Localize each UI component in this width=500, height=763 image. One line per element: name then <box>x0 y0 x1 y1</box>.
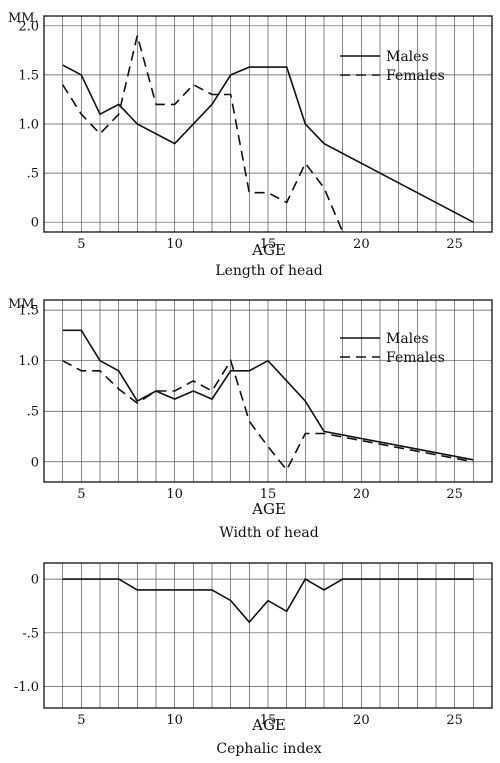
legend-label: Males <box>386 49 429 65</box>
series-line-index <box>62 578 474 624</box>
legend-label: Males <box>386 331 429 347</box>
chart-caption: Length of head <box>215 263 322 279</box>
y-tick-label: .5 <box>27 405 39 420</box>
x-tick-label: 10 <box>166 487 183 502</box>
x-tick-label: 25 <box>446 713 463 728</box>
x-tick-label: 15 <box>260 713 277 728</box>
chart-panel-3: 0 -.5 -1.0 5 10 15 20 25 AGE Cephalic index <box>14 562 493 757</box>
series-line-males <box>62 329 474 461</box>
series-line-females <box>62 35 344 233</box>
x-axis-title: AGE <box>251 716 286 734</box>
legend: Males Females <box>340 331 445 366</box>
y-tick-label: -.5 <box>22 626 39 641</box>
chart-panel-2: 0 .5 1.0 1.5 5 10 15 20 25 MM. Males Females AGE Widt… <box>8 297 493 541</box>
legend-label: Females <box>386 68 445 84</box>
y-tick-label: .5 <box>27 167 39 182</box>
x-tick-label: 15 <box>260 487 277 502</box>
x-tick-label: 10 <box>166 237 183 252</box>
x-tick-label: 25 <box>446 487 463 502</box>
plot-frame <box>43 15 493 233</box>
x-tick-label: 5 <box>77 237 85 252</box>
chart-caption: Width of head <box>219 525 318 541</box>
x-tick-label: 5 <box>77 487 85 502</box>
y-tick-label: 0 <box>31 455 39 470</box>
legend: Males Females <box>340 49 445 84</box>
series-line-males <box>62 64 474 223</box>
y-tick-label: 1.5 <box>18 304 39 319</box>
x-axis-title: AGE <box>251 241 286 259</box>
y-tick-label: -1.0 <box>14 680 39 695</box>
plot-frame <box>43 562 493 709</box>
y-tick-label: 0 <box>31 573 39 588</box>
x-tick-label: 20 <box>353 237 370 252</box>
x-axis-title: AGE <box>251 500 286 518</box>
y-axis-unit-label: MM. <box>8 11 39 26</box>
y-tick-label: 1.0 <box>18 354 39 369</box>
x-tick-label: 15 <box>260 237 277 252</box>
legend-label: Females <box>386 350 445 366</box>
x-tick-label: 25 <box>446 237 463 252</box>
y-tick-label: 1.5 <box>18 68 39 83</box>
plot-frame <box>43 299 493 483</box>
x-tick-label: 20 <box>353 487 370 502</box>
y-axis-unit-label: MM. <box>8 297 39 312</box>
y-tick-label: 0 <box>31 216 39 231</box>
chart-caption: Cephalic index <box>216 741 321 757</box>
series-line-females <box>62 358 474 472</box>
y-tick-label: 1.0 <box>18 118 39 133</box>
y-tick-label: 2.0 <box>18 19 39 34</box>
x-tick-label: 20 <box>353 713 370 728</box>
x-tick-label: 5 <box>77 713 85 728</box>
x-tick-label: 10 <box>166 713 183 728</box>
chart-panel-1: 0 .5 1.0 1.5 2.0 5 10 15 20 25 MM. Males Females AGE L… <box>8 11 493 279</box>
